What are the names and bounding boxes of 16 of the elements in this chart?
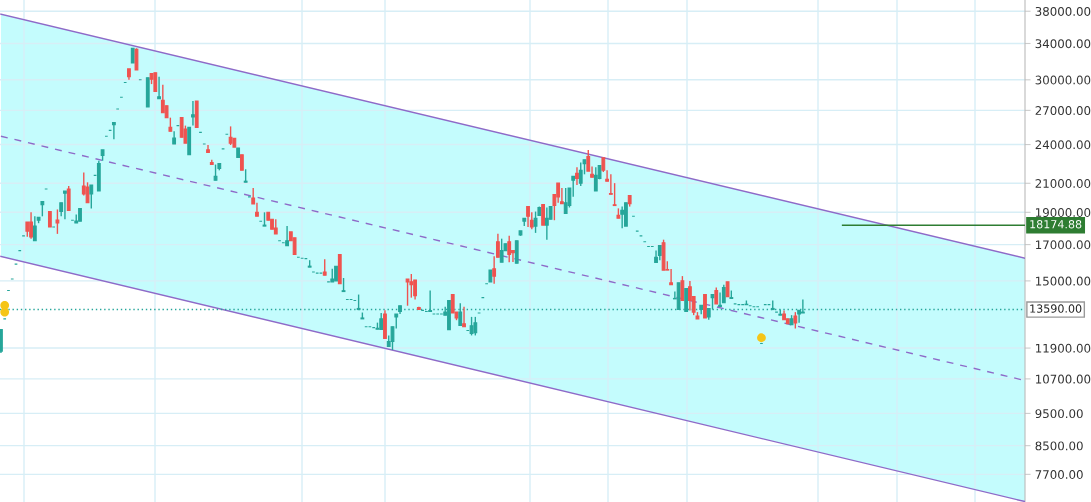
ref-line-label: 13590.00	[1030, 304, 1082, 313]
y-tick-label: 38000.00	[1035, 6, 1091, 16]
y-tick-label: 8500.00	[1035, 441, 1083, 451]
y-tick-label: 19000.00	[1036, 208, 1091, 217]
y-tick-label: 7700.00	[1035, 470, 1083, 479]
ref-line-label: 18174.88	[1030, 220, 1082, 229]
y-tick-label: 21000.00	[1035, 179, 1091, 188]
y-tick-label: 9500.00	[1035, 409, 1083, 419]
y-tick-label: 11900.00	[1036, 343, 1091, 353]
y-tick-label: 30000.00	[1035, 75, 1091, 85]
y-tick-label: 17000.00	[1036, 240, 1091, 250]
y-tick-label: 27000.00	[1035, 106, 1091, 116]
y-tick-label: 10700.00	[1036, 374, 1091, 384]
y-tick-label: 34000.00	[1035, 39, 1091, 49]
y-tick-label: 15000.00	[1036, 276, 1091, 286]
y-tick-label: 24000.00	[1035, 140, 1091, 150]
